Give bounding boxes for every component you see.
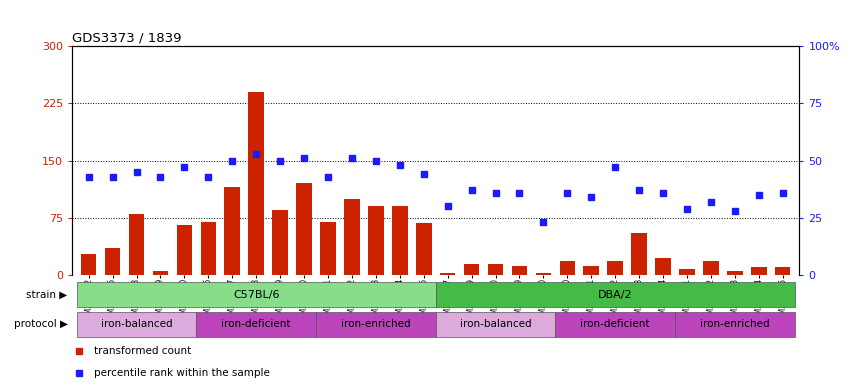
Text: transformed count: transformed count <box>94 346 191 356</box>
Text: protocol ▶: protocol ▶ <box>14 319 68 329</box>
Bar <box>512 266 527 275</box>
Bar <box>536 273 551 275</box>
Bar <box>488 263 503 275</box>
Bar <box>81 253 96 275</box>
Bar <box>316 312 436 336</box>
Bar <box>416 223 431 275</box>
Bar <box>440 273 455 275</box>
Bar <box>656 258 671 275</box>
Bar <box>392 206 408 275</box>
Text: DBA/2: DBA/2 <box>598 290 633 300</box>
Bar <box>249 92 264 275</box>
Bar <box>321 222 336 275</box>
Bar <box>775 267 790 275</box>
Bar <box>555 312 675 336</box>
Text: iron-enriched: iron-enriched <box>341 319 410 329</box>
Bar <box>436 312 555 336</box>
Bar <box>559 261 575 275</box>
Text: iron-deficient: iron-deficient <box>222 319 291 329</box>
Bar <box>675 312 794 336</box>
Text: iron-enriched: iron-enriched <box>700 319 770 329</box>
Bar <box>751 267 766 275</box>
Bar <box>344 199 360 275</box>
Bar <box>201 222 216 275</box>
Bar <box>77 282 436 307</box>
Bar <box>368 206 383 275</box>
Bar <box>703 261 719 275</box>
Text: strain ▶: strain ▶ <box>26 290 68 300</box>
Bar <box>631 233 647 275</box>
Bar <box>296 184 312 275</box>
Text: GDS3373 / 1839: GDS3373 / 1839 <box>72 32 181 45</box>
Bar <box>196 312 316 336</box>
Bar <box>152 271 168 275</box>
Bar <box>177 225 192 275</box>
Bar <box>105 248 120 275</box>
Text: iron-deficient: iron-deficient <box>580 319 650 329</box>
Text: iron-balanced: iron-balanced <box>101 319 173 329</box>
Bar <box>224 187 240 275</box>
Bar <box>129 214 145 275</box>
Text: percentile rank within the sample: percentile rank within the sample <box>94 368 270 378</box>
Bar <box>727 271 743 275</box>
Bar <box>272 210 288 275</box>
Bar <box>607 261 623 275</box>
Bar <box>464 263 480 275</box>
Text: C57BL/6: C57BL/6 <box>233 290 279 300</box>
Bar <box>436 282 794 307</box>
Bar <box>679 269 695 275</box>
Bar <box>584 266 599 275</box>
Text: iron-balanced: iron-balanced <box>459 319 531 329</box>
Bar <box>77 312 196 336</box>
